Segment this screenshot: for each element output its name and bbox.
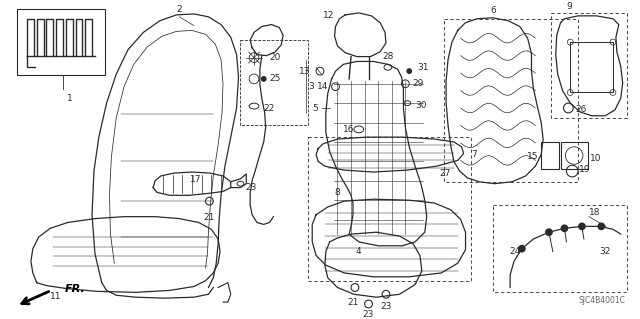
Text: 21: 21 xyxy=(348,298,358,307)
Circle shape xyxy=(545,228,553,236)
Circle shape xyxy=(598,222,605,230)
Text: SJC4B4001C: SJC4B4001C xyxy=(579,296,625,305)
Text: 23: 23 xyxy=(245,183,257,192)
Text: 9: 9 xyxy=(566,2,572,11)
Circle shape xyxy=(578,222,586,230)
Text: 23: 23 xyxy=(363,310,374,319)
Text: 1: 1 xyxy=(67,94,72,103)
Bar xyxy=(551,13,627,118)
Circle shape xyxy=(351,284,359,291)
Bar xyxy=(444,19,578,182)
Text: 32: 32 xyxy=(600,247,611,256)
Text: 13: 13 xyxy=(299,67,310,76)
Bar xyxy=(561,142,588,169)
Text: 12: 12 xyxy=(323,11,335,20)
Text: 20: 20 xyxy=(269,53,281,62)
Bar xyxy=(308,137,471,281)
Text: 30: 30 xyxy=(415,100,427,110)
Circle shape xyxy=(561,225,568,232)
Circle shape xyxy=(205,197,213,205)
Text: 28: 28 xyxy=(382,52,394,62)
Text: 15: 15 xyxy=(527,152,538,161)
Text: 11: 11 xyxy=(51,292,62,301)
Text: 18: 18 xyxy=(589,208,600,217)
Bar xyxy=(570,42,613,93)
Circle shape xyxy=(382,290,390,298)
Text: 29: 29 xyxy=(412,79,424,88)
Text: 26: 26 xyxy=(575,106,586,115)
Text: 23: 23 xyxy=(380,302,392,311)
Circle shape xyxy=(518,245,525,253)
Text: 21: 21 xyxy=(204,213,215,222)
Text: 24: 24 xyxy=(509,247,521,256)
Circle shape xyxy=(261,76,267,82)
Text: FR.: FR. xyxy=(65,285,86,294)
Text: 8: 8 xyxy=(335,188,340,197)
Circle shape xyxy=(406,68,412,74)
Text: 2: 2 xyxy=(177,5,182,14)
Text: 3: 3 xyxy=(308,82,314,91)
Text: 4: 4 xyxy=(356,247,362,256)
Circle shape xyxy=(365,300,372,308)
Text: 19: 19 xyxy=(579,165,591,174)
Bar xyxy=(17,9,104,75)
Text: 22: 22 xyxy=(264,103,275,113)
Bar xyxy=(241,40,308,125)
Text: 6: 6 xyxy=(491,6,497,15)
Circle shape xyxy=(563,103,573,113)
Text: 25: 25 xyxy=(269,74,281,83)
Text: 17: 17 xyxy=(190,175,202,184)
Bar xyxy=(493,205,627,292)
Text: 5: 5 xyxy=(312,103,318,113)
Text: 27: 27 xyxy=(440,169,451,179)
Text: 16: 16 xyxy=(342,125,354,134)
Text: 7: 7 xyxy=(471,150,477,159)
Text: 31: 31 xyxy=(417,63,429,72)
Bar xyxy=(541,142,559,169)
Text: 14: 14 xyxy=(317,82,329,91)
Text: 10: 10 xyxy=(589,154,601,163)
